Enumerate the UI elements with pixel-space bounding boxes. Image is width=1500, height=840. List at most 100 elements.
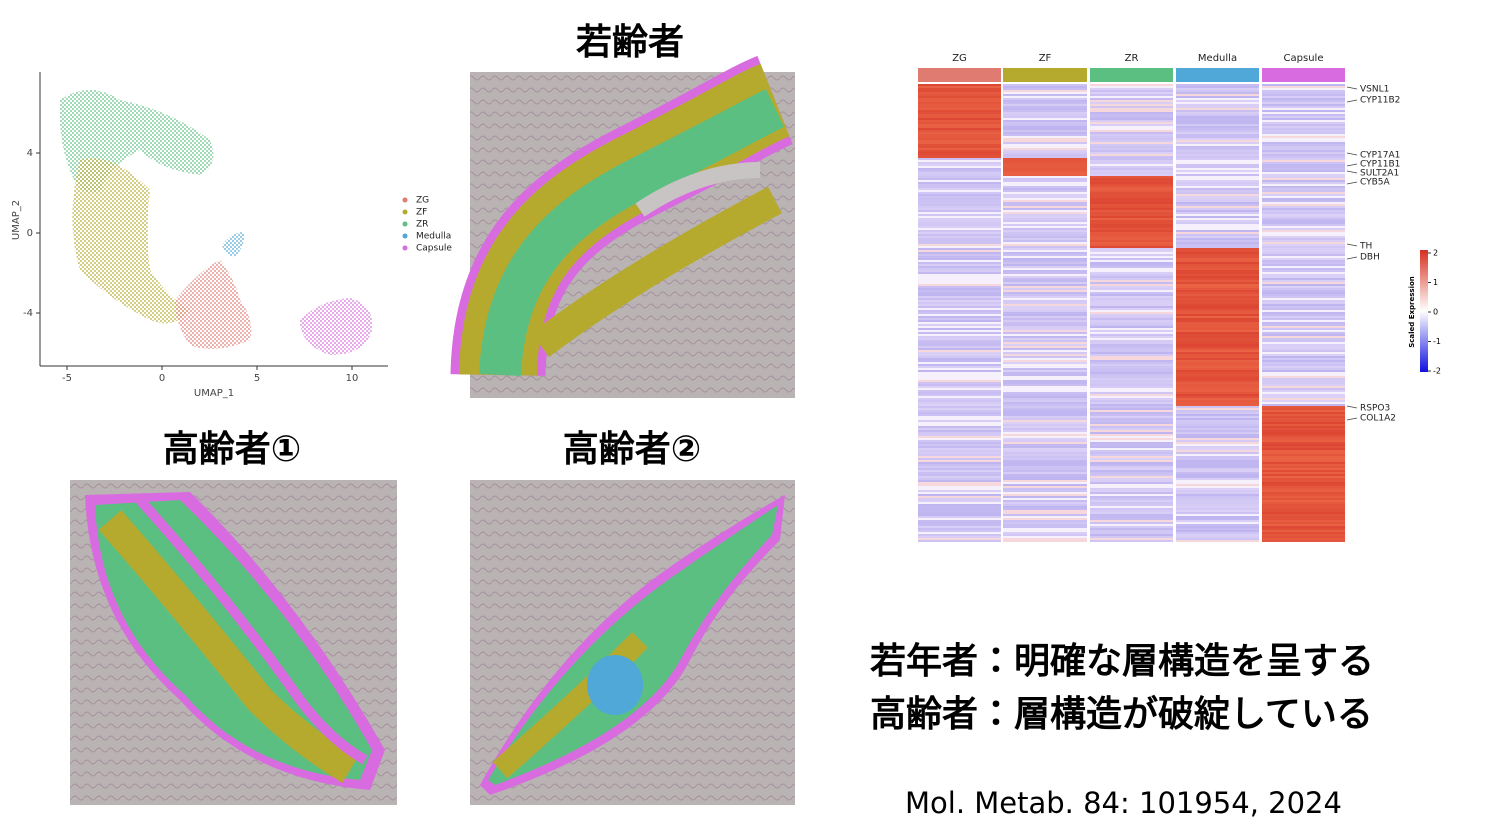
heatmap-row (1262, 246, 1345, 248)
heatmap-row (1262, 232, 1345, 234)
heatmap-row (918, 530, 1001, 532)
heatmap-row (918, 190, 1001, 192)
heatmap-row (1262, 158, 1345, 160)
heatmap-row (1003, 84, 1087, 86)
heatmap-row (1176, 172, 1259, 174)
heatmap-row (1090, 308, 1173, 310)
heatmap-row (918, 158, 1001, 160)
heatmap-row (1176, 306, 1259, 308)
heatmap-row (1003, 528, 1087, 530)
heatmap-row (1176, 120, 1259, 122)
heatmap-row (1262, 476, 1345, 478)
gene-label: VSNL1 (1360, 85, 1389, 95)
heatmap-row (1262, 366, 1345, 368)
heatmap-row (1176, 406, 1259, 408)
heatmap-row (1176, 132, 1259, 134)
heatmap-row (1090, 310, 1173, 312)
heatmap-row (1262, 288, 1345, 290)
colorbar-tick-label: -1 (1433, 337, 1441, 346)
heatmap-row (1262, 456, 1345, 458)
heatmap-row (1003, 194, 1087, 196)
heatmap-row (1262, 300, 1345, 302)
heatmap-row (1003, 144, 1087, 146)
heatmap-row (1176, 498, 1259, 500)
heatmap-row (1176, 314, 1259, 316)
heatmap-row (1176, 408, 1259, 410)
heatmap-row (918, 478, 1001, 480)
heatmap-row (1003, 466, 1087, 468)
heatmap-row (1090, 302, 1173, 304)
heatmap-row (1176, 462, 1259, 464)
heatmap-row (1090, 304, 1173, 306)
heatmap-row (1090, 494, 1173, 496)
heatmap-row (1090, 172, 1173, 174)
heatmap-row (1262, 210, 1345, 212)
heatmap-row (1262, 484, 1345, 486)
heatmap-row (918, 254, 1001, 256)
heatmap-row (1090, 528, 1173, 530)
heatmap-row (1262, 236, 1345, 238)
heatmap-row (1262, 376, 1345, 378)
heatmap-row (1090, 482, 1173, 484)
heatmap-row (918, 240, 1001, 242)
heatmap-row (1090, 232, 1173, 234)
heatmap-row (1176, 102, 1259, 104)
heatmap-row (918, 178, 1001, 180)
heatmap-row (1003, 418, 1087, 420)
heatmap-row (1003, 480, 1087, 482)
heatmap-row (1176, 176, 1259, 178)
heatmap-row (1176, 318, 1259, 320)
heatmap-row (1262, 526, 1345, 528)
heatmap-row (918, 270, 1001, 272)
heatmap-row (1176, 196, 1259, 198)
heatmap-row (1176, 500, 1259, 502)
heatmap-row (1090, 222, 1173, 224)
heatmap-row (918, 192, 1001, 194)
heatmap-row (1176, 214, 1259, 216)
heatmap-row (1262, 452, 1345, 454)
heatmap-row (1262, 496, 1345, 498)
heatmap-row (1090, 330, 1173, 332)
heatmap-row (918, 502, 1001, 504)
heatmap-row (1090, 98, 1173, 100)
heatmap-row (918, 430, 1001, 432)
heatmap-row (918, 510, 1001, 512)
heatmap-row (918, 348, 1001, 350)
heatmap-row (918, 438, 1001, 440)
heatmap-row (1090, 540, 1173, 542)
heatmap-row (1003, 294, 1087, 296)
heatmap-row (1003, 332, 1087, 334)
heatmap-row (1176, 288, 1259, 290)
heatmap-row (1176, 260, 1259, 262)
heatmap-row (1262, 252, 1345, 254)
heatmap-row (1262, 378, 1345, 380)
heatmap-row (1262, 428, 1345, 430)
heatmap-row (1003, 130, 1087, 132)
heatmap-row (1176, 326, 1259, 328)
heatmap-row (918, 470, 1001, 472)
heatmap-row (918, 370, 1001, 372)
heatmap-row (918, 536, 1001, 538)
heatmap-row (1262, 122, 1345, 124)
heatmap-row (1262, 372, 1345, 374)
heatmap-row (1090, 244, 1173, 246)
heatmap-row (1262, 354, 1345, 356)
heatmap-row (918, 126, 1001, 128)
heatmap-row (1262, 292, 1345, 294)
heatmap-row (1262, 324, 1345, 326)
heatmap-row (1262, 406, 1345, 408)
heatmap-row (1090, 518, 1173, 520)
heatmap-row (1090, 170, 1173, 172)
heatmap-row (1176, 512, 1259, 514)
heatmap-row (1176, 442, 1259, 444)
heatmap-row (1262, 480, 1345, 482)
heatmap-row (1176, 236, 1259, 238)
heatmap-row (918, 224, 1001, 226)
heatmap-row (1262, 182, 1345, 184)
heatmap-row (918, 114, 1001, 116)
heatmap-row (1003, 416, 1087, 418)
heatmap-row (1090, 488, 1173, 490)
heatmap-row (1090, 106, 1173, 108)
heatmap-row (1090, 508, 1173, 510)
